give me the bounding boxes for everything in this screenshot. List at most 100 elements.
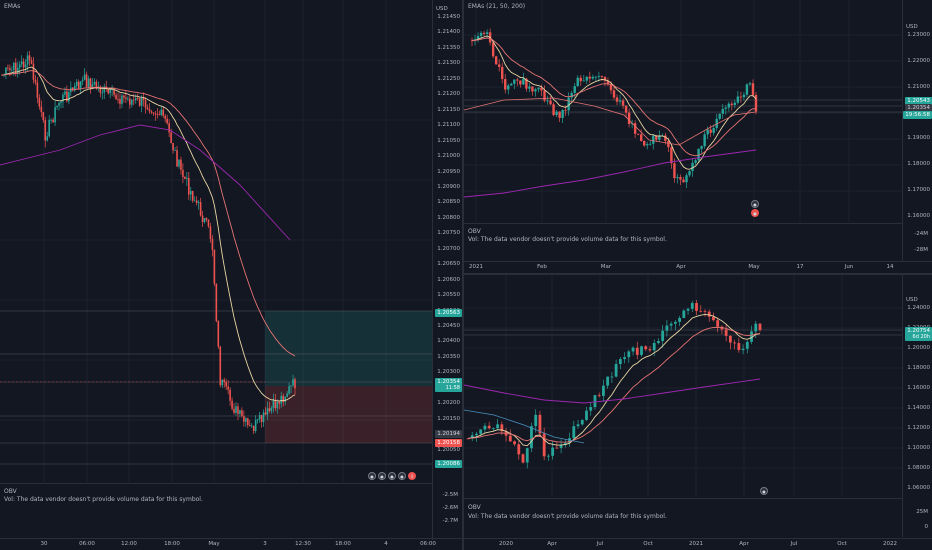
candle-body (164, 115, 167, 119)
candle-body (64, 91, 66, 95)
candle-body (758, 323, 762, 330)
candle-body (54, 107, 56, 123)
candle-body (239, 410, 241, 414)
candle-body (582, 80, 585, 82)
candle-body (191, 190, 194, 201)
bottom-right-price-axis[interactable]: USD1.240001.220001.200001.180001.160001.… (902, 275, 932, 537)
top-right-price-axis[interactable]: USD1.230001.220001.210001.200001.190001.… (902, 0, 932, 262)
candle-body (682, 310, 686, 318)
left-price-axis[interactable]: USD 1.21450 1.21400 1.21350 1.21300 1.21250 1.… (432, 0, 462, 540)
candle-body (20, 61, 23, 65)
left-obv-title[interactable]: OBV (4, 488, 17, 495)
candle-body (138, 98, 141, 106)
candle-body (75, 81, 78, 86)
y-tick-label: 1.20300 (437, 369, 460, 376)
candle-body (727, 103, 731, 108)
candle-body (272, 400, 275, 408)
candle-body (150, 111, 153, 113)
candle-body (156, 113, 159, 115)
candle-body (673, 321, 677, 324)
candle-body (491, 428, 495, 430)
x-tick-label: 2022 (883, 541, 897, 547)
event-badge-icon[interactable]: ● (388, 472, 396, 480)
bottom-right-event-badges[interactable]: ● (760, 487, 768, 495)
candle-body (559, 444, 563, 449)
candle-body (555, 111, 558, 116)
candle-body (229, 389, 231, 401)
left-event-badges[interactable]: ● ● ● ● 4 (368, 472, 416, 480)
candle-body (570, 92, 573, 98)
price-tag: 1.20158 (435, 439, 462, 447)
candle-body (129, 98, 131, 105)
top-right-ema-label[interactable]: EMAs (21, 50, 200) (468, 3, 526, 10)
event-badge-icon[interactable]: ● (751, 200, 759, 208)
y-tick-label: 1.20800 (437, 214, 460, 221)
event-badge-icon[interactable]: ● (398, 472, 406, 480)
candle-body (146, 107, 149, 110)
currency-label: USD (906, 297, 918, 303)
candle-body (270, 407, 273, 412)
candle-body (290, 385, 292, 387)
left-time-axis[interactable]: 30 06:00 12:00 18:00 May 3 12:30 18:00 4 06:00 (0, 538, 462, 550)
y-tick-label: 1.21350 (437, 44, 460, 51)
left-chart-pane[interactable]: EMAs USD 1.21450 1.21400 1.21350 1.21300 1.21… (0, 0, 462, 550)
candle-body (284, 396, 286, 403)
bottom-right-obv-title[interactable]: OBV (468, 504, 481, 511)
event-badge-icon[interactable]: ● (378, 472, 386, 480)
candle-body (652, 343, 656, 351)
candle-body (648, 349, 652, 351)
candle-body (233, 408, 235, 413)
event-badge-icon[interactable]: 4 (408, 472, 416, 480)
candle-body (585, 410, 588, 420)
candle-body (568, 438, 571, 443)
event-badge-icon[interactable]: ● (751, 209, 759, 217)
ema-50-line (467, 326, 761, 443)
candle-body (703, 134, 706, 147)
obv-tick-label: -28M (914, 247, 928, 253)
left-price-plot[interactable] (0, 0, 432, 482)
y-tick-label: 1.10000 (907, 445, 930, 451)
candle-body (635, 347, 639, 355)
candle-body (612, 90, 616, 98)
candle-body (631, 347, 635, 352)
candle-body (640, 346, 643, 355)
x-tick-label: May (208, 541, 220, 547)
top-right-event-badges[interactable]: ● ● (751, 200, 759, 217)
top-right-time-axis[interactable]: 2021 Feb Mar Apr May 17 Jun 14 (464, 261, 932, 273)
bottom-right-chart-pane[interactable]: USD1.240001.220001.200001.180001.160001.… (464, 275, 932, 550)
candle-body (213, 249, 216, 284)
candle-body (618, 100, 622, 102)
top-right-chart-pane[interactable]: EMAs (21, 50, 200) USD 1.23000 1.22000 1.21… (464, 0, 932, 273)
candle-body (733, 342, 737, 344)
candle-body (258, 415, 261, 419)
top-right-price-plot[interactable] (464, 0, 902, 222)
candle-body (676, 177, 679, 179)
bottom-right-price-plot[interactable] (464, 275, 902, 497)
candle-body (247, 418, 249, 426)
left-ema-label[interactable]: EMAs (4, 3, 21, 10)
candle-body (252, 425, 255, 431)
top-right-obv-title[interactable]: OBV (468, 228, 481, 235)
bottom-right-time-axis[interactable]: 2020 Apr Jul Oct 2021 Apr Jul Oct 2022 (464, 538, 932, 550)
candle-body (644, 346, 648, 350)
y-tick-label: 1.20750 (437, 230, 460, 237)
event-badge-icon[interactable]: ● (760, 487, 768, 495)
candle-body (28, 55, 31, 61)
event-badge-icon[interactable]: ● (368, 472, 376, 480)
y-tick-label: 1.20950 (437, 168, 460, 175)
candle-body (525, 448, 529, 463)
pane-divider-horizontal[interactable] (464, 273, 932, 275)
candle-body (627, 112, 631, 124)
candle-body (513, 79, 516, 84)
y-tick-label: 1.18000 (907, 365, 930, 371)
candle-body (589, 407, 593, 411)
candle-body (274, 400, 277, 409)
ema-21-line (467, 313, 761, 447)
candle-body (534, 414, 538, 427)
x-tick-label: May (748, 264, 760, 270)
candle-body (170, 132, 172, 143)
x-tick-label: Feb (537, 264, 547, 270)
candle-body (217, 321, 220, 347)
pane-divider-vertical[interactable] (462, 0, 464, 550)
bottom-right-obv-message: Vol: The data vendor doesn't provide vol… (468, 513, 667, 520)
